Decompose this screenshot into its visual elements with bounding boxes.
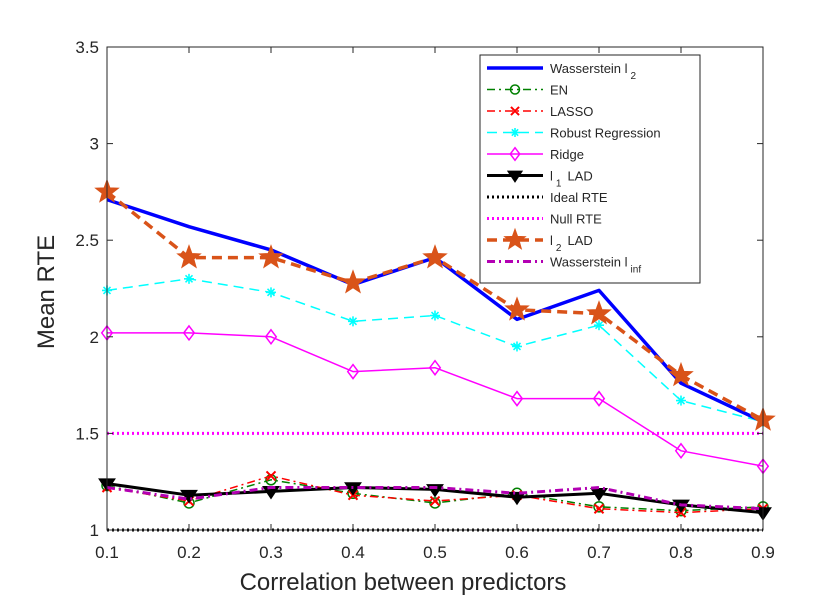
- x-tick-label: 0.2: [177, 543, 201, 562]
- data-point-l-2-lad: [340, 269, 366, 294]
- legend-marker-lasso: [510, 106, 520, 116]
- legend-item-robust-regression: Robust Regression: [487, 126, 661, 141]
- data-point-l-1-lad: [180, 489, 198, 504]
- legend-marker-robust-regression: [510, 128, 520, 137]
- series-wasserstein-l-inf: [106, 486, 764, 511]
- legend-item-ridge: Ridge: [487, 146, 584, 162]
- data-point-lasso-stroke: [429, 495, 441, 507]
- data-point-lasso: [593, 503, 605, 514]
- legend-label-null-rte: Null RTE: [550, 212, 602, 227]
- data-point-robust-regression-stroke: [348, 317, 358, 326]
- x-tick-label: 0.9: [751, 543, 775, 562]
- data-point-robust-regression: [184, 273, 194, 284]
- data-point-ridge: [510, 390, 524, 407]
- data-point-robust-regression: [430, 310, 440, 321]
- legend-item-en: EN: [487, 83, 568, 98]
- legend-marker-l-2-lad: [503, 227, 527, 250]
- data-point-robust-regression: [348, 316, 358, 327]
- y-tick-label: 2.5: [75, 231, 99, 250]
- data-point-l-2-lad: [504, 296, 530, 321]
- legend-label-robust-regression: Robust Regression: [550, 126, 661, 141]
- data-point-robust-regression: [594, 320, 604, 331]
- series-line-robust-regression: [106, 278, 764, 423]
- legend-item-ideal-rte: Ideal RTE: [487, 190, 608, 205]
- data-point-robust-regression-stroke: [512, 342, 522, 351]
- data-point-robust-regression-stroke: [594, 321, 604, 330]
- x-tick-label: 0.4: [341, 543, 365, 562]
- data-point-en: [593, 501, 605, 513]
- legend-marker-en: [509, 84, 521, 95]
- legend-label-en: EN: [550, 83, 568, 98]
- data-point-robust-regression-stroke: [266, 288, 276, 297]
- x-tick-label: 0.7: [587, 543, 611, 562]
- legend-item-null-rte: Null RTE: [487, 212, 602, 227]
- legend-label-ideal-rte: Ideal RTE: [550, 190, 608, 205]
- data-point-l-2-lad: [668, 361, 694, 387]
- data-point-l-2-lad: [586, 300, 612, 325]
- data-point-robust-regression: [266, 287, 276, 298]
- x-tick-label: 0.1: [95, 543, 119, 562]
- legend-marker-lasso-stroke: [510, 106, 520, 116]
- legend-marker-ridge: [509, 146, 521, 162]
- x-tick-label: 0.6: [505, 543, 529, 562]
- y-tick-label: 1.5: [75, 424, 99, 443]
- legend-label-lasso: LASSO: [550, 104, 593, 119]
- data-point-ridge: [346, 363, 360, 380]
- legend-marker-l-1-lad: [506, 170, 524, 183]
- data-point-robust-regression-stroke: [184, 274, 194, 283]
- data-point-ridge: [428, 359, 442, 376]
- data-point-lasso-stroke: [265, 470, 277, 482]
- y-tick-label: 2: [90, 328, 99, 347]
- data-point-ridge: [674, 442, 688, 460]
- data-point-robust-regression: [512, 341, 522, 352]
- x-tick-label: 0.5: [423, 543, 447, 562]
- data-point-ridge: [182, 324, 196, 342]
- y-tick-label: 3: [90, 135, 99, 154]
- data-point-l-1-lad: [508, 491, 526, 506]
- series-line-wasserstein-l-inf: [106, 486, 764, 511]
- x-axis-label: Correlation between predictors: [240, 569, 567, 596]
- data-point-l-2-lad: [422, 244, 448, 269]
- legend-marker-robust-regression-stroke: [511, 128, 519, 137]
- data-point-ridge: [264, 328, 278, 346]
- series-line-ridge: [107, 332, 764, 467]
- y-tick-label: 1: [90, 521, 99, 540]
- data-point-robust-regression: [676, 395, 686, 406]
- data-point-l-2-lad: [258, 244, 284, 269]
- legend-item-lasso: LASSO: [487, 104, 593, 119]
- data-point-lasso-stroke: [593, 503, 605, 514]
- data-point-lasso: [429, 495, 441, 507]
- data-point-lasso: [265, 470, 277, 482]
- y-axis-label: Mean RTE: [33, 235, 60, 349]
- x-tick-label: 0.3: [259, 543, 283, 562]
- data-point-l-2-lad: [176, 244, 202, 269]
- data-point-ridge: [592, 390, 606, 407]
- tick-layer: 0.1 0.2 0.3 0.4 0.5 0.6 0.7 0.8 0.9 1 1.5 2 2.5 3 3.5: [75, 38, 774, 562]
- data-point-en: [429, 497, 441, 509]
- y-tick-label: 3.5: [75, 38, 99, 57]
- data-point-robust-regression-stroke: [430, 311, 440, 320]
- x-tick-label: 0.8: [669, 543, 693, 562]
- data-point-robust-regression-stroke: [676, 396, 686, 405]
- legend-label-ridge: Ridge: [550, 147, 584, 162]
